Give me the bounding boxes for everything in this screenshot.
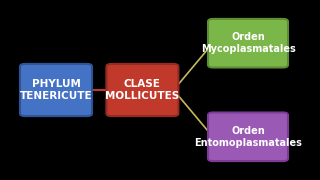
Text: CLASE
MOLLICUTES: CLASE MOLLICUTES: [105, 79, 180, 101]
Text: Orden
Entomoplasmatales: Orden Entomoplasmatales: [194, 126, 302, 148]
FancyBboxPatch shape: [208, 112, 288, 161]
Text: Orden
Mycoplasmatales: Orden Mycoplasmatales: [201, 32, 295, 54]
FancyBboxPatch shape: [20, 64, 92, 116]
FancyBboxPatch shape: [208, 19, 288, 68]
Text: PHYLUM
TENERICUTE: PHYLUM TENERICUTE: [20, 79, 92, 101]
FancyBboxPatch shape: [106, 64, 179, 116]
